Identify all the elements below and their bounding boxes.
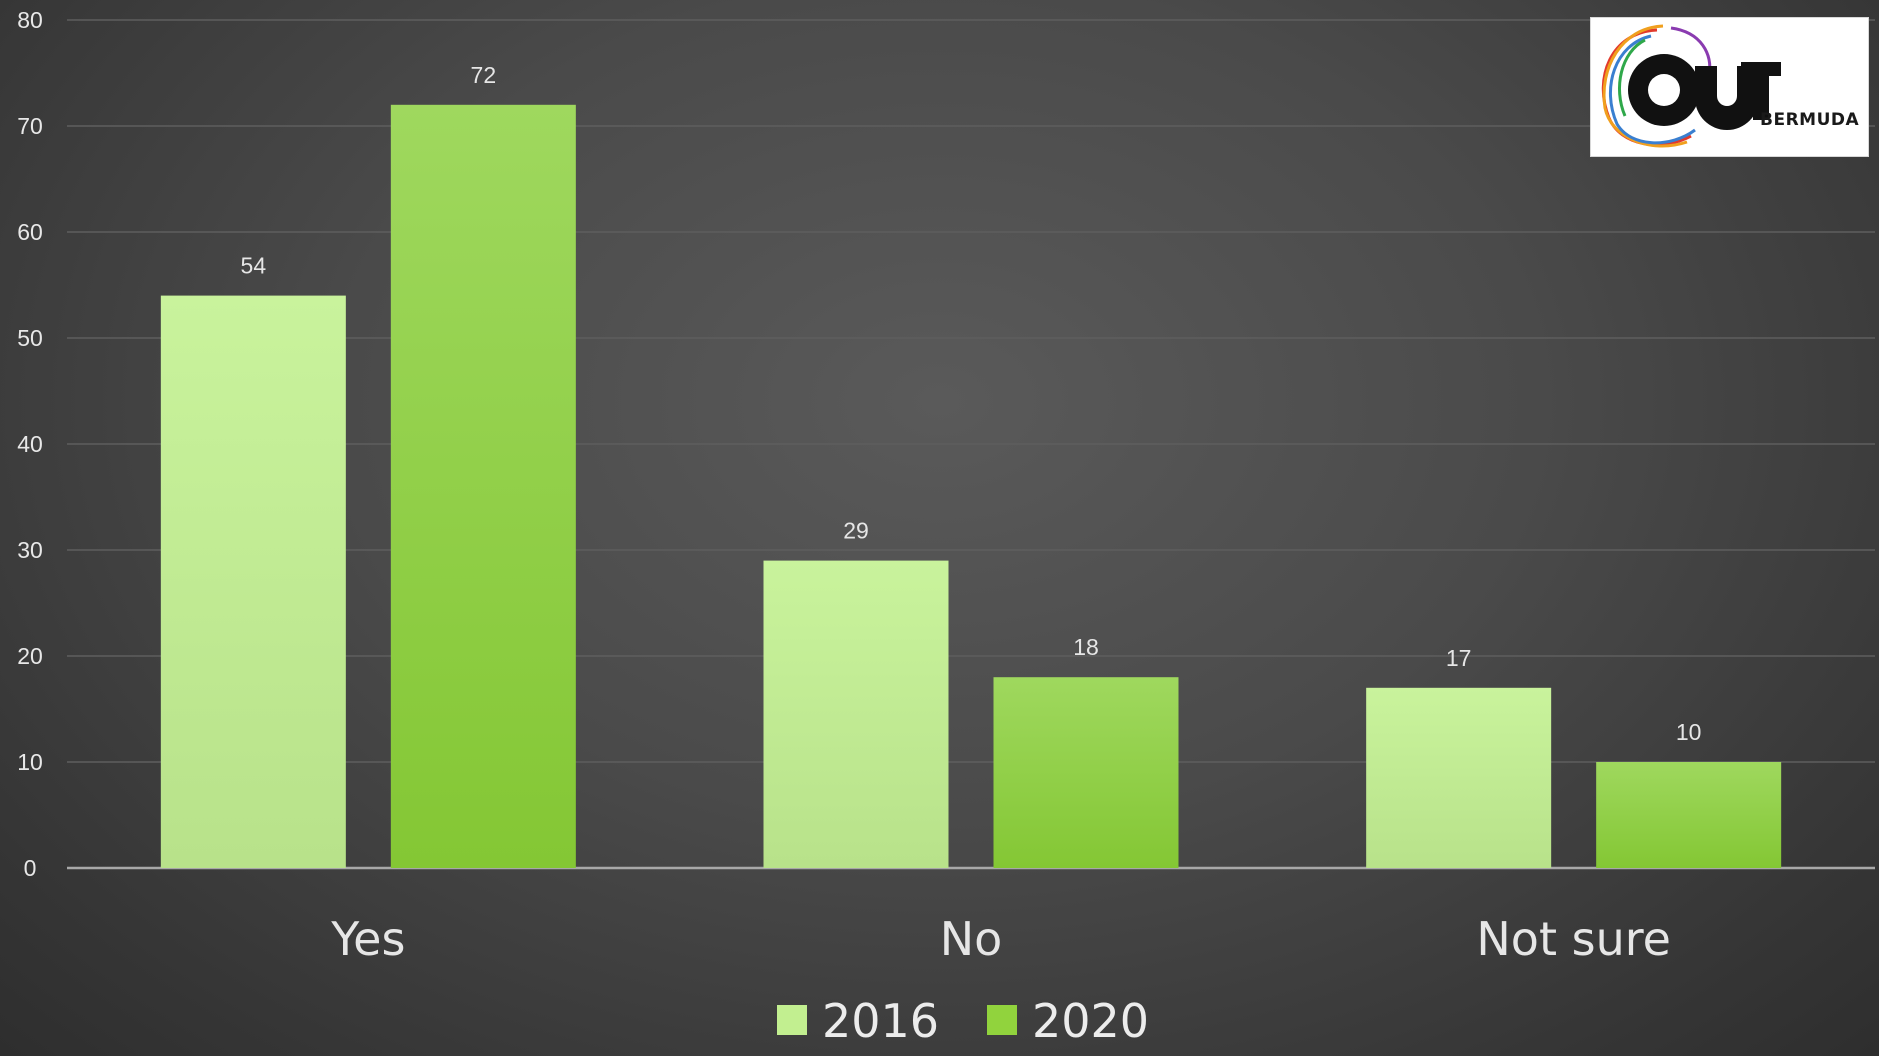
x-axis-categories: Yes No Not sure	[330, 912, 1671, 966]
data-label: 29	[843, 518, 869, 544]
gridlines	[67, 19, 1875, 870]
data-label: 54	[241, 253, 267, 279]
bar-2016-yes	[160, 295, 346, 869]
logo-text: BERMUDA	[1760, 110, 1860, 130]
data-label: 72	[471, 62, 497, 88]
legend: 2016 2020	[777, 994, 1149, 1048]
data-label: 18	[1073, 634, 1099, 660]
category-label: Not sure	[1476, 912, 1671, 966]
bar-2020-yes	[390, 104, 576, 869]
bar-2016-no	[763, 560, 949, 868]
y-tick-label: 30	[17, 537, 43, 563]
y-tick-label: 40	[17, 431, 43, 457]
category-label: No	[940, 912, 1003, 966]
bar-2020-not-sure	[1596, 762, 1782, 868]
bars	[160, 104, 1782, 869]
y-tick-label: 10	[17, 749, 43, 775]
data-label: 10	[1676, 719, 1702, 745]
legend-label-2020: 2020	[1032, 994, 1149, 1048]
data-label: 17	[1446, 645, 1472, 671]
legend-swatch-2016	[777, 1005, 807, 1035]
bar-2020-no	[993, 677, 1179, 868]
y-tick-label: 70	[17, 113, 43, 139]
y-tick-label: 0	[24, 855, 37, 881]
y-tick-label: 50	[17, 325, 43, 351]
logo-icon	[1601, 24, 1781, 148]
category-label: Yes	[330, 912, 405, 966]
y-tick-label: 20	[17, 643, 43, 669]
out-bermuda-logo: BERMUDA	[1590, 17, 1869, 157]
bar-2016-not-sure	[1366, 687, 1552, 868]
legend-swatch-2020	[987, 1005, 1017, 1035]
y-tick-label: 80	[17, 7, 43, 33]
y-tick-label: 60	[17, 219, 43, 245]
data-labels: 54 72 29 18 17 10	[241, 62, 1702, 745]
y-axis-ticks: 0 10 20 30 40 50 60 70 80	[17, 7, 43, 881]
legend-label-2016: 2016	[822, 994, 939, 1048]
